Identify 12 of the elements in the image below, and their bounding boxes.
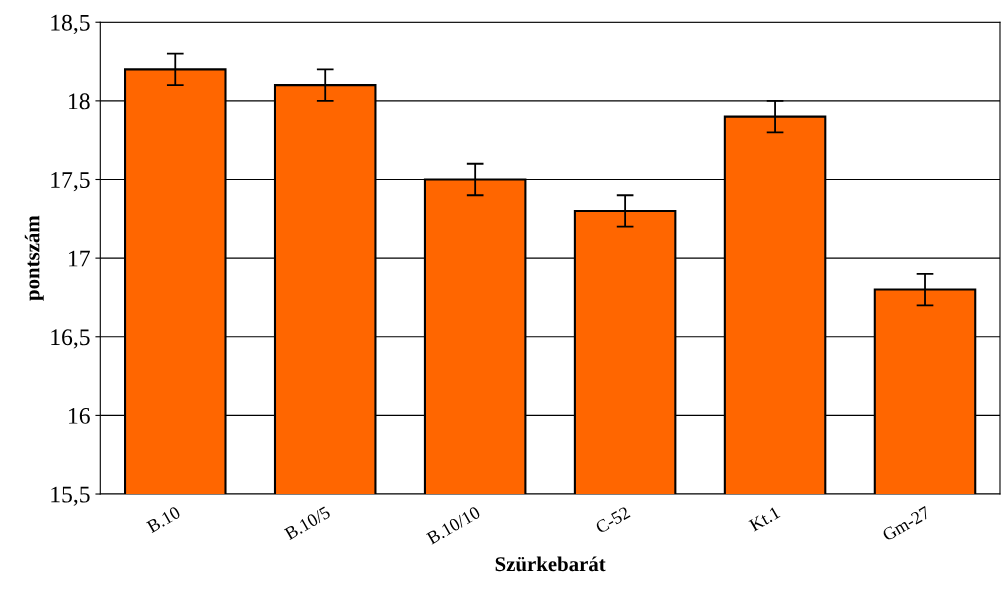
x-tick-label: Kt.1 bbox=[748, 506, 781, 532]
y-tick-label: 17 bbox=[69, 250, 90, 267]
y-tick-label: 18,5 bbox=[51, 14, 90, 35]
x-tick-label: B.10 bbox=[146, 505, 182, 534]
y-axis-title: pontszám bbox=[24, 215, 44, 301]
y-tick-label: 16 bbox=[69, 407, 90, 424]
y-tick-label: 15,5 bbox=[51, 486, 90, 506]
y-tick-label: 18 bbox=[69, 93, 90, 110]
x-axis-title: Szürkebarát bbox=[495, 556, 606, 572]
x-tick-label: C-52 bbox=[594, 506, 631, 534]
y-tick-label: 17,5 bbox=[51, 172, 90, 192]
y-tick-label: 16,5 bbox=[51, 329, 90, 349]
